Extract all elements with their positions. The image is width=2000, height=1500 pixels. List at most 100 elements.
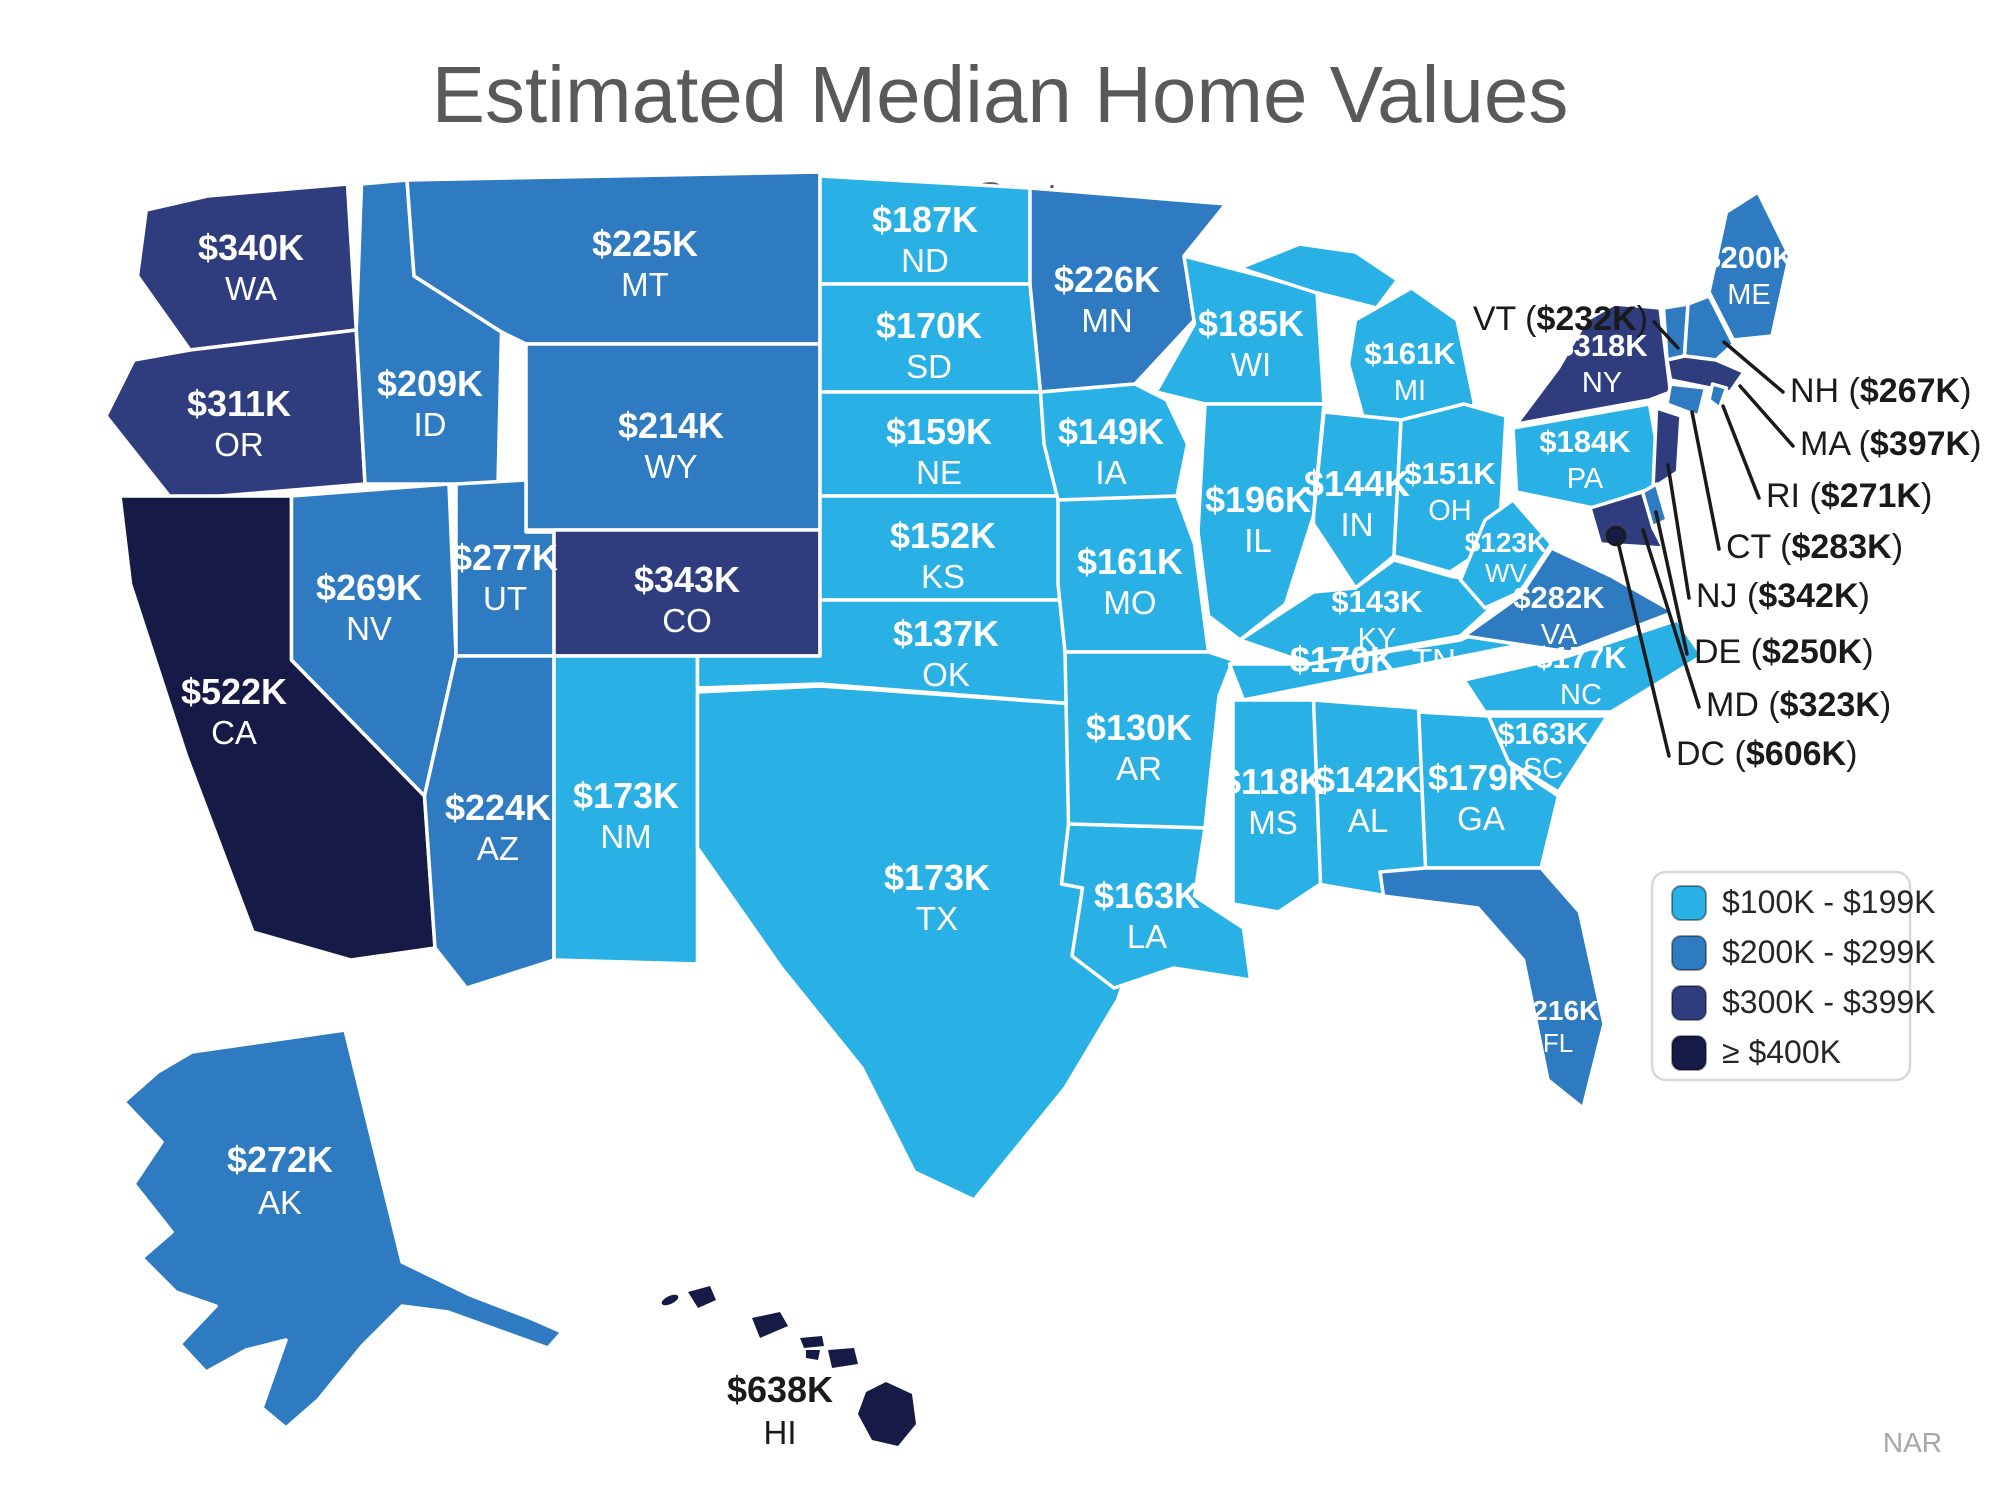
state-abbr-nc: NC [1560, 679, 1602, 711]
state-value-hi: $638K [727, 1369, 833, 1410]
state-abbr-nd: ND [901, 242, 949, 279]
state-value-me: $200K [1703, 240, 1795, 275]
state-abbr-or: OR [214, 426, 264, 463]
state-value-mt: $225K [592, 223, 698, 264]
state-value-nd: $187K [872, 199, 978, 240]
state-value-pa: $184K [1539, 424, 1631, 459]
state-value-fl: $216K [1517, 995, 1600, 1026]
alaska-map [124, 1030, 562, 1428]
state-abbr-wa: WA [225, 270, 277, 307]
callout-label-ct: CT ($283K) [1726, 528, 1903, 566]
legend-swatch-bin2 [1671, 935, 1707, 971]
state-value-wv: $123K [1465, 527, 1548, 558]
state-abbr-in: IN [1341, 506, 1374, 543]
state-value-id: $209K [377, 363, 483, 404]
state-value-ny: $318K [1556, 328, 1648, 363]
legend-label-bin3: $300K - $399K [1722, 984, 1936, 1020]
state-value-nv: $269K [316, 567, 422, 608]
state-nj [1653, 408, 1681, 488]
state-mn [1030, 188, 1226, 392]
state-ma [1667, 356, 1744, 392]
callout-label-ma: MA ($397K) [1800, 425, 1981, 463]
state-value-az: $224K [445, 787, 551, 828]
state-abbr-ks: KS [921, 558, 965, 595]
state-abbr-ky: KY [1358, 623, 1397, 655]
state-ia [1041, 384, 1188, 500]
state-value-wi: $185K [1198, 303, 1304, 344]
state-value-wy: $214K [618, 405, 724, 446]
state-value-tx: $173K [884, 857, 990, 898]
callout-label-vt: VT ($232K) [1473, 300, 1648, 338]
state-value-nm: $173K [573, 775, 679, 816]
state-ms [1233, 700, 1321, 912]
state-abbr-mi: MI [1394, 375, 1426, 407]
state-abbr-tn: TN [1412, 642, 1456, 679]
state-abbr-ga: GA [1457, 800, 1505, 837]
state-abbr-ne: NE [916, 454, 962, 491]
state-value-ga: $179K [1428, 757, 1534, 798]
state-value-ia: $149K [1058, 411, 1164, 452]
state-abbr-ca: CA [211, 714, 257, 751]
state-abbr-mt: MT [621, 266, 669, 303]
state-abbr-wy: WY [644, 448, 697, 485]
state-abbr-nv: NV [346, 610, 392, 647]
state-value-ar: $130K [1086, 707, 1192, 748]
state-value-co: $343K [634, 559, 740, 600]
callout-line-ma [1738, 384, 1795, 448]
legend-swatch-bin4 [1671, 1035, 1707, 1071]
callout-line-nj [1666, 463, 1691, 600]
state-ct [1667, 384, 1706, 416]
callout-label-de: DE ($250K) [1694, 633, 1874, 671]
state-abbr-id: ID [414, 406, 447, 443]
state-abbr-ia: IA [1095, 454, 1126, 491]
hawaii-map [661, 1286, 916, 1446]
state-nh [1685, 296, 1734, 360]
state-abbr-nm: NM [600, 818, 651, 855]
callout-label-ri: RI ($271K) [1766, 477, 1932, 515]
state-abbr-pa: PA [1567, 463, 1604, 495]
state-abbr-ok: OK [922, 656, 970, 693]
hawaii-island-3 [752, 1312, 788, 1338]
state-abbr-tx: TX [916, 900, 958, 937]
state-value-nc: $177K [1535, 640, 1627, 675]
state-value-il: $196K [1205, 479, 1311, 520]
state-value-wa: $340K [198, 227, 304, 268]
callout-label-nj: NJ ($342K) [1696, 577, 1870, 615]
callout-line-md [1641, 528, 1701, 709]
callout-line-ri [1721, 404, 1761, 500]
state-ny [1517, 304, 1671, 424]
state-fl [1380, 868, 1604, 1108]
state-abbr-il: IL [1244, 522, 1272, 559]
state-value-mo: $161K [1077, 541, 1183, 582]
state-abbr-ms: MS [1248, 804, 1298, 841]
state-value-tn: $170K [1290, 639, 1396, 680]
state-value-oh: $151K [1404, 456, 1496, 491]
state-abbr-ut: UT [483, 580, 527, 617]
legend-box [1650, 870, 1912, 1082]
state-abbr-mo: MO [1103, 584, 1156, 621]
state-value-ok: $137K [893, 613, 999, 654]
state-nm [554, 656, 698, 964]
state-abbr-va: VA [1541, 619, 1578, 651]
legend-label-bin2: $200K - $299K [1722, 934, 1936, 970]
legend: $100K - $199K $200K - $299K $300K - $399… [1650, 870, 1936, 1082]
callout-line-de [1654, 510, 1689, 656]
callout-line-dc [1616, 540, 1671, 758]
hawaii-island-big [858, 1382, 916, 1446]
legend-label-bin1: $100K - $199K [1722, 884, 1936, 920]
state-wv [1461, 500, 1552, 608]
state-abbr-oh: OH [1428, 495, 1472, 527]
source-attribution: NAR [1883, 1427, 1942, 1458]
state-abbr-mn: MN [1081, 302, 1132, 339]
state-abbr-wv: WV [1485, 558, 1528, 588]
state-value-mn: $226K [1054, 259, 1160, 300]
state-value-va: $282K [1513, 580, 1605, 615]
state-la [1062, 824, 1251, 988]
state-me [1709, 192, 1790, 340]
state-va [1464, 548, 1674, 652]
state-abbr-co: CO [662, 602, 712, 639]
state-value-al: $142K [1315, 759, 1421, 800]
state-ak [124, 1030, 562, 1428]
